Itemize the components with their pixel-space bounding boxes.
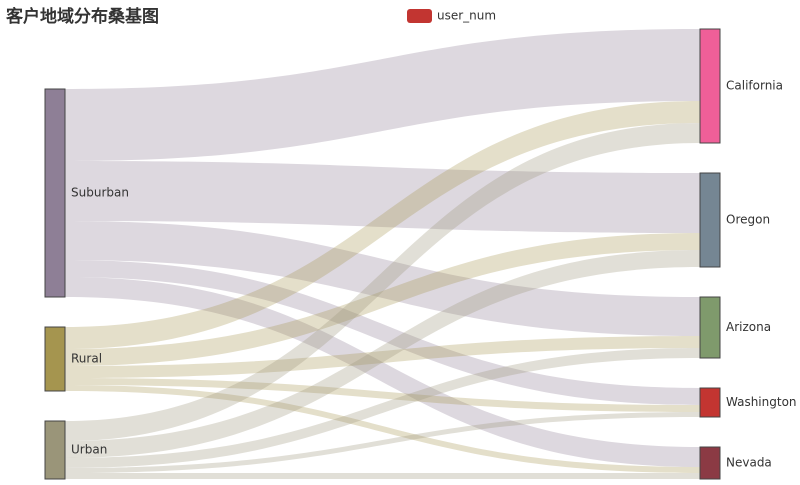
node-label: California (726, 79, 783, 93)
link (65, 473, 700, 479)
legend-label[interactable]: user_num (437, 9, 496, 23)
node (699, 172, 721, 268)
link (65, 260, 700, 405)
link (65, 378, 700, 412)
node (699, 28, 721, 144)
chart-title: 客户地域分布桑基图 (5, 6, 159, 27)
legend-swatch[interactable] (407, 9, 432, 23)
node-label: Nevada (726, 456, 772, 470)
link (65, 336, 700, 378)
node-label: Oregon (726, 213, 770, 227)
link (65, 233, 700, 366)
link (65, 221, 700, 336)
node (699, 387, 721, 418)
node-label: Urban (71, 443, 107, 457)
link (65, 412, 700, 473)
node (44, 326, 66, 392)
link (65, 101, 700, 349)
node-label: Rural (71, 352, 102, 366)
node (699, 296, 721, 359)
link (65, 385, 700, 473)
node (44, 420, 66, 480)
node-label: Suburban (71, 186, 129, 200)
link (65, 161, 700, 233)
node-label: Arizona (726, 320, 771, 334)
node-label: Washington (726, 395, 797, 409)
link (65, 29, 700, 161)
link (65, 250, 700, 458)
link (65, 123, 700, 441)
link (65, 348, 700, 468)
link (65, 277, 700, 467)
node (699, 446, 721, 480)
node (44, 88, 66, 298)
links (65, 29, 700, 479)
